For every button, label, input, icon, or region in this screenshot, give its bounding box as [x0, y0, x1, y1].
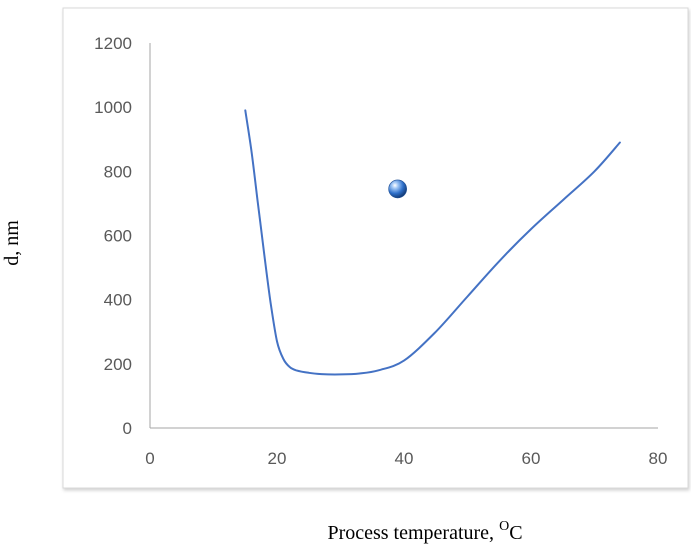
- data-point-marker: [388, 179, 407, 199]
- x-tick-label: 60: [522, 449, 541, 468]
- y-tick-label: 0: [123, 419, 132, 438]
- x-axis-title-unit: C: [509, 522, 522, 544]
- y-axis-title: d, nm: [1, 220, 23, 266]
- series-line: [244, 109, 621, 376]
- x-tick-label: 20: [268, 449, 287, 468]
- x-axis-title: Process temperature, OC: [327, 519, 522, 544]
- plot-area: 0 200 400 600 800 1000 1200 0 20 40 60 80: [94, 34, 667, 468]
- y-tick-label: 1000: [94, 98, 132, 117]
- x-axis-title-superscript: O: [499, 519, 509, 534]
- y-tick-label: 1200: [94, 34, 132, 53]
- x-tick-label: 40: [395, 449, 414, 468]
- x-tick-label: 80: [649, 449, 668, 468]
- chart-frame: [62, 7, 689, 489]
- y-tick-label: 800: [104, 162, 132, 181]
- x-tick-label: 0: [145, 449, 154, 468]
- y-tick-label: 200: [104, 355, 132, 374]
- y-tick-label: 400: [104, 291, 132, 310]
- y-tick-label: 600: [104, 227, 132, 246]
